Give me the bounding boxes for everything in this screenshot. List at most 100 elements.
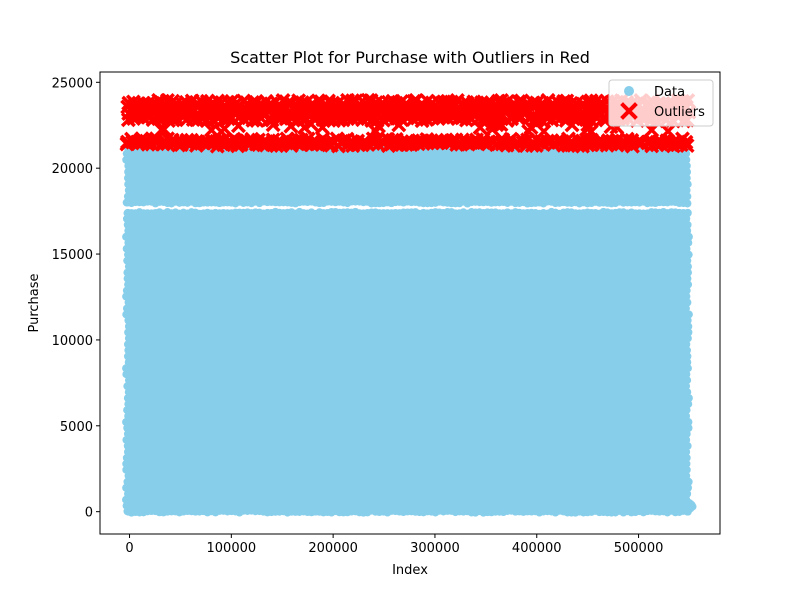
data-point xyxy=(122,304,131,313)
data-point xyxy=(682,198,691,207)
data-point xyxy=(683,441,692,450)
y-tick-label: 0 xyxy=(85,506,93,521)
data-point xyxy=(682,453,691,462)
plot-frame xyxy=(99,71,721,535)
legend-outliers-marker xyxy=(620,102,638,120)
data-point xyxy=(682,286,691,295)
data-point xyxy=(682,459,691,468)
data-point xyxy=(683,192,692,201)
data-point xyxy=(682,155,691,164)
data-point xyxy=(682,186,691,195)
data-point xyxy=(681,304,690,313)
data-point xyxy=(682,406,691,415)
outlier-point xyxy=(314,119,330,135)
data-point xyxy=(683,268,692,277)
data-point xyxy=(683,364,692,373)
data-point xyxy=(124,280,133,289)
data-point xyxy=(683,316,692,325)
data-point xyxy=(124,316,133,325)
x-tick-label: 400000 xyxy=(512,541,562,556)
data-point xyxy=(124,388,133,397)
data-point xyxy=(124,167,133,176)
y-axis-label: Purchase xyxy=(27,273,42,332)
legend-outliers-label: Outliers xyxy=(654,105,705,120)
data-point xyxy=(683,489,692,498)
data-point xyxy=(123,220,132,229)
data-point xyxy=(684,280,693,289)
data-point xyxy=(684,232,693,241)
data-point xyxy=(124,262,133,271)
series-data xyxy=(122,142,697,517)
data-point xyxy=(124,328,133,337)
data-point xyxy=(124,471,133,480)
data-point xyxy=(683,208,692,217)
data-point xyxy=(684,328,693,337)
data-point xyxy=(124,161,133,170)
data-point xyxy=(123,477,132,486)
data-point xyxy=(682,370,691,379)
data-point xyxy=(123,406,132,415)
outlier-point xyxy=(564,117,580,133)
plot-data xyxy=(119,92,697,517)
outlier-point xyxy=(485,116,500,132)
data-point xyxy=(683,334,692,343)
data-point xyxy=(122,453,131,462)
data-point xyxy=(683,262,692,271)
data-point xyxy=(682,149,691,158)
data-point xyxy=(123,208,132,217)
outlier-point xyxy=(230,118,246,134)
outlier-point xyxy=(216,121,232,137)
data-point xyxy=(682,161,691,170)
data-point-band xyxy=(127,212,688,512)
data-point xyxy=(683,256,692,265)
data-point xyxy=(683,180,692,189)
data-point xyxy=(124,346,133,355)
legend: Data Outliers xyxy=(608,79,714,127)
data-point xyxy=(682,465,691,474)
data-point xyxy=(684,477,693,486)
data-point xyxy=(124,334,133,343)
y-tick-label: 5000 xyxy=(60,420,93,435)
outlier-point xyxy=(204,122,219,138)
data-point xyxy=(123,174,132,183)
data-point xyxy=(684,250,693,259)
data-point xyxy=(122,198,131,207)
x-axis-label: Index xyxy=(392,563,428,578)
data-point xyxy=(123,394,132,403)
data-point xyxy=(122,244,131,253)
data-point xyxy=(122,155,131,164)
data-point xyxy=(683,298,692,307)
data-point xyxy=(124,507,133,516)
data-point xyxy=(124,400,133,409)
data-point xyxy=(682,429,691,438)
data-point-band xyxy=(127,147,688,203)
y-axis-ticks: 0 5000 10000 15000 20000 25000 xyxy=(52,76,100,521)
x-axis-ticks: 0 100000 200000 300000 400000 500000 xyxy=(125,534,663,556)
data-point xyxy=(122,286,131,295)
data-point xyxy=(123,429,132,438)
data-point xyxy=(683,167,692,176)
data-point xyxy=(683,352,692,361)
data-point xyxy=(682,214,691,223)
data-point xyxy=(682,174,691,183)
data-point xyxy=(123,382,132,391)
data-point xyxy=(688,502,697,511)
data-point xyxy=(684,322,693,331)
outlier-point xyxy=(297,120,312,135)
x-tick-label: 500000 xyxy=(614,541,664,556)
data-point xyxy=(122,149,131,158)
data-point xyxy=(124,186,133,195)
data-point xyxy=(682,471,691,480)
data-point xyxy=(684,483,693,492)
outlier-point xyxy=(523,120,539,135)
outlier-point xyxy=(303,116,319,132)
data-point xyxy=(122,495,131,504)
outlier-point xyxy=(560,138,576,153)
data-point xyxy=(124,322,133,331)
data-point xyxy=(123,250,132,259)
x-tick-label: 200000 xyxy=(308,541,358,556)
outlier-point xyxy=(391,117,407,133)
data-point xyxy=(683,358,692,367)
y-tick-label: 15000 xyxy=(52,248,93,263)
data-point xyxy=(682,435,691,444)
